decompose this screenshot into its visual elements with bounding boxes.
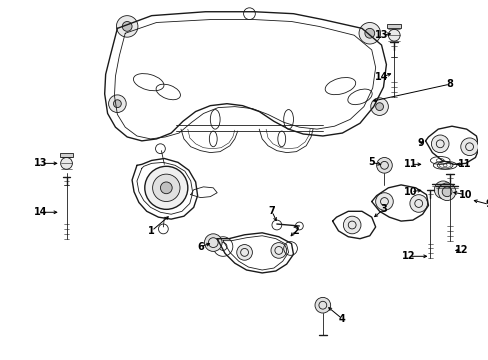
Text: 6: 6 [197, 242, 203, 252]
Bar [60, 153, 73, 157]
Circle shape [116, 15, 138, 37]
Circle shape [113, 100, 121, 108]
Circle shape [108, 95, 126, 112]
Circle shape [270, 243, 286, 258]
Text: 11: 11 [457, 159, 470, 169]
Circle shape [61, 157, 72, 169]
Circle shape [152, 174, 180, 202]
Text: 13: 13 [374, 30, 387, 40]
Circle shape [122, 22, 132, 31]
Text: 14: 14 [34, 207, 48, 217]
Circle shape [370, 98, 387, 116]
Text: 10: 10 [458, 190, 471, 200]
Circle shape [437, 183, 455, 201]
Text: 10: 10 [403, 187, 417, 197]
Circle shape [387, 30, 399, 41]
Text: 8: 8 [446, 79, 452, 89]
Circle shape [433, 181, 451, 199]
Circle shape [441, 187, 451, 197]
Circle shape [430, 135, 448, 153]
Circle shape [160, 182, 172, 194]
Text: 14: 14 [374, 72, 387, 82]
Text: 9: 9 [485, 199, 488, 210]
Text: 12: 12 [454, 246, 468, 256]
Text: 9: 9 [416, 138, 423, 148]
Circle shape [343, 216, 360, 234]
Circle shape [236, 244, 252, 260]
Text: 3: 3 [379, 204, 386, 214]
Text: 11: 11 [403, 159, 417, 169]
Circle shape [358, 22, 380, 44]
Circle shape [144, 166, 187, 210]
Bar [386, 24, 400, 28]
Circle shape [437, 185, 447, 195]
Circle shape [460, 138, 477, 156]
Text: 1: 1 [148, 226, 155, 236]
Circle shape [364, 28, 374, 38]
Circle shape [314, 297, 330, 313]
Text: 12: 12 [401, 251, 415, 261]
Text: 13: 13 [34, 158, 48, 168]
Text: 7: 7 [268, 206, 275, 216]
Text: 5: 5 [367, 157, 374, 167]
Circle shape [376, 157, 391, 173]
Circle shape [409, 195, 427, 212]
Text: 2: 2 [291, 226, 298, 236]
Text: 4: 4 [338, 314, 345, 324]
Circle shape [375, 193, 392, 210]
Circle shape [375, 103, 383, 111]
Circle shape [204, 234, 222, 251]
